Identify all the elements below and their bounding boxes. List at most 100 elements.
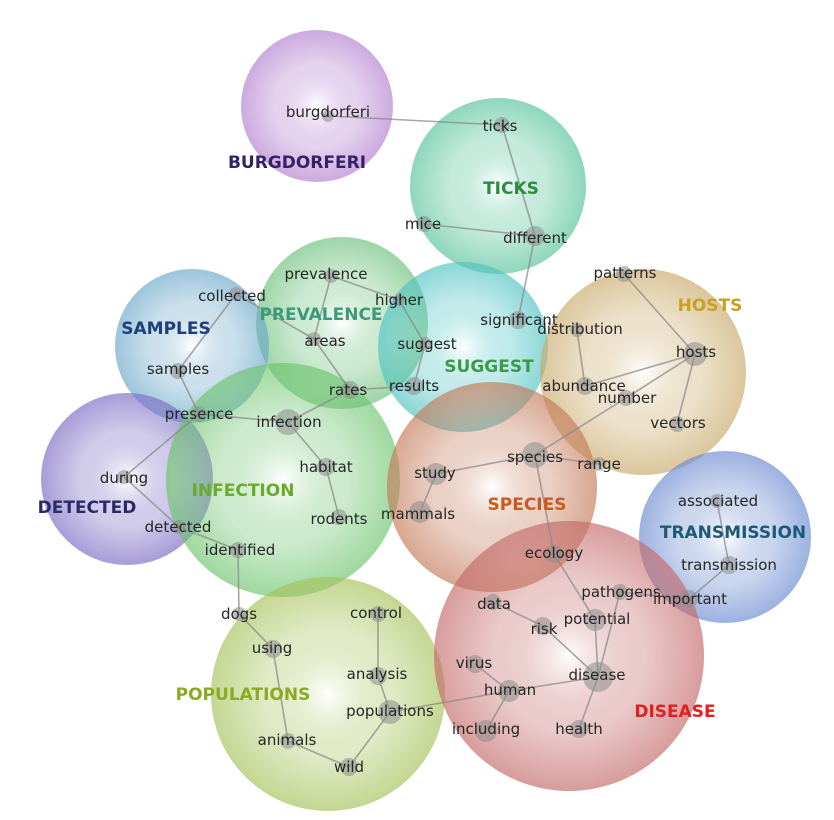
term-node-using [264,640,282,658]
term-node-human [498,680,520,702]
term-node-ticks [494,117,510,133]
term-node-habitat [317,458,335,476]
term-label-presence: presence [165,405,234,423]
cluster-label-suggest: SUGGEST [444,357,534,377]
edge-ticks-different [501,124,536,237]
term-node-collected [229,287,243,301]
term-node-associated [710,494,724,508]
term-node-species [522,442,548,468]
term-nodes [117,110,738,776]
term-label-associated: associated [678,492,758,510]
term-node-presence [191,406,207,422]
term-label-higher: higher [375,291,424,309]
term-node-rodents [331,509,347,525]
edge-hosts-vectors [676,353,696,425]
term-node-mammals [409,501,431,523]
term-node-patterns [616,266,632,282]
edge-hosts-number [625,353,696,399]
term-node-including [475,720,497,742]
term-node-animals [280,733,296,749]
term-label-infection: infection [256,413,321,431]
term-label-mice: mice [405,215,441,233]
term-label-collected: collected [198,287,266,305]
edge-prevalence-higher [330,275,400,301]
edge-animals-wild [287,740,350,768]
edge-data-risk [492,601,544,627]
term-node-important [680,590,698,608]
cluster-bubble-transmission [639,451,811,623]
term-label-risk: risk [531,620,558,638]
term-label-wild: wild [334,758,364,776]
term-node-control [370,606,386,622]
term-label-identified: identified [205,541,276,559]
term-node-number [618,390,634,406]
edge-hosts-abundance [584,353,696,387]
term-node-infection [275,409,301,435]
term-node-different [525,226,545,246]
term-label-dogs: dogs [221,605,257,623]
cluster-label-transmission: TRANSMISSION [660,523,806,543]
term-node-hosts [683,342,707,366]
term-label-including: including [452,720,520,738]
term-label-areas: areas [304,332,345,350]
cluster-bubble-populations [211,577,445,811]
term-node-analysis [369,667,387,685]
term-label-results: results [389,377,439,395]
term-label-patterns: patterns [594,264,657,282]
term-node-burgdorferi [322,110,334,122]
term-label-species: species [507,448,563,466]
term-label-rodents: rodents [311,510,368,528]
term-node-rates [341,381,359,399]
term-node-data [485,594,501,610]
term-node-pathogens [612,584,628,600]
term-node-populations [378,700,402,724]
term-label-study: study [414,464,456,482]
edge-collected-areas [235,293,315,340]
term-label-samples: samples [147,360,210,378]
term-label-ticks: ticks [483,117,518,135]
cluster-bubble-infection [166,363,400,597]
term-label-human: human [484,681,536,699]
term-node-transmission [720,556,738,574]
cluster-label-infection: INFECTION [192,481,295,501]
term-label-suggest: suggest [397,335,456,353]
term-label-pathogens: pathogens [581,583,661,601]
term-label-transmission: transmission [681,556,777,574]
term-label-important: important [653,590,727,608]
term-label-prevalence: prevalence [284,265,367,283]
term-node-areas [307,332,321,346]
edge-species-ecology [534,454,555,555]
cluster-label-burgdorferi: BURGDORFERI [228,153,366,173]
term-label-number: number [598,389,657,407]
edge-results-rates [349,385,415,391]
term-node-identified [230,542,246,558]
term-label-different: different [503,229,567,247]
cluster-label-detected: DETECTED [38,498,137,518]
term-node-abundance [576,377,594,395]
edge-human-populations [389,690,510,713]
term-label-virus: virus [456,654,493,672]
term-links [123,115,730,768]
edge-identified-dogs [237,549,240,615]
term-node-dogs [232,607,246,621]
edge-higher-suggest [398,299,426,345]
cluster-label-species: SPECIES [488,495,567,515]
term-node-suggest [418,337,432,351]
term-node-study [425,463,447,485]
edge-distribution-abundance [576,329,586,387]
term-label-analysis: analysis [347,665,408,683]
term-label-mammals: mammals [381,505,455,523]
cluster-label-hosts: HOSTS [678,296,743,316]
term-label-significant: significant [480,311,558,329]
term-node-prevalence [324,269,338,283]
term-node-detected [172,520,186,534]
cluster-label-samples: SAMPLES [121,319,210,339]
edge-during-detected [123,476,180,528]
term-label-vectors: vectors [650,414,706,432]
term-label-using: using [252,639,293,657]
term-label-data: data [477,595,511,613]
cluster-labels: BURGDORFERI TICKS PREVALENCE SUGGEST HOSTS SA… [38,153,807,722]
term-node-distribution [570,323,584,337]
